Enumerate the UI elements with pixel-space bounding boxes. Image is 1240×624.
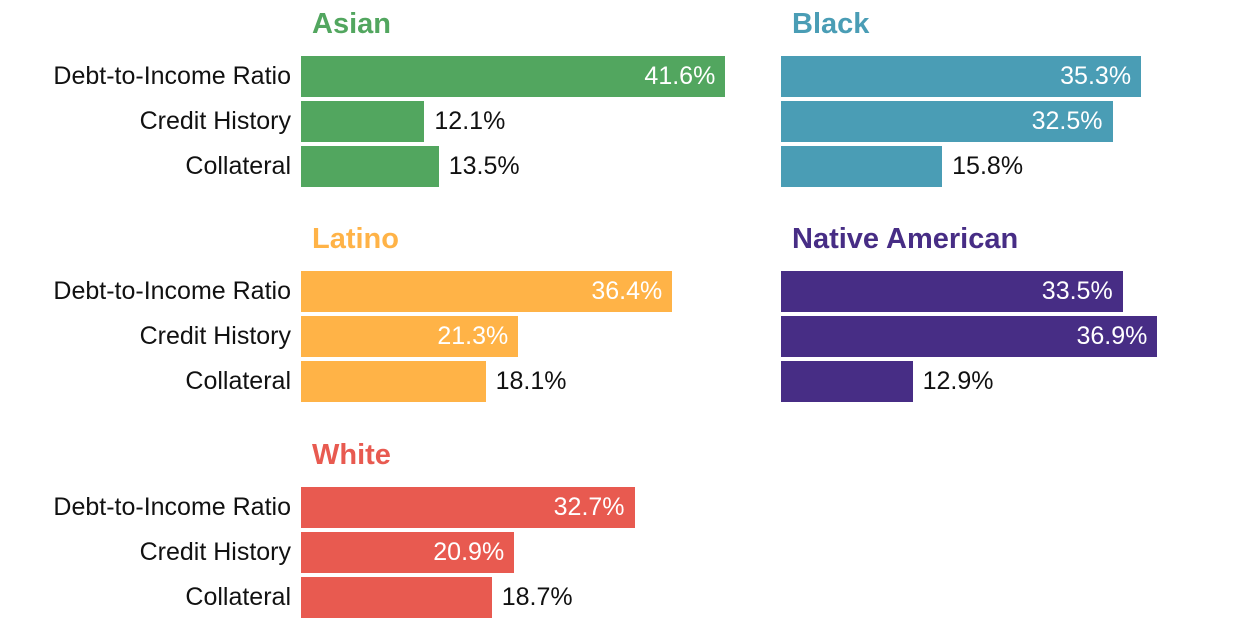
panel-title: Black xyxy=(792,8,870,40)
panel-title: Asian xyxy=(312,8,391,40)
value-label: 18.1% xyxy=(495,367,567,395)
bar-row-collateral: 15.8% xyxy=(480,146,1023,187)
bar xyxy=(301,101,425,142)
bar xyxy=(781,146,943,187)
value-label: 21.3% xyxy=(437,322,509,350)
category-label: Collateral xyxy=(185,583,291,611)
bar-row-credit-history: 36.9% xyxy=(480,316,1158,357)
value-label: 33.5% xyxy=(1041,277,1113,305)
value-label: 32.7% xyxy=(553,493,625,521)
value-label: 12.1% xyxy=(434,107,506,135)
category-label: Credit History xyxy=(139,107,291,135)
bar xyxy=(781,316,1158,357)
panel-asian: Asian Debt-to-Income Ratio 41.6% Credit His… xyxy=(0,0,771,190)
category-label: Collateral xyxy=(185,367,291,395)
bar xyxy=(781,101,1113,142)
bar-row-debt-to-income-ratio: Debt-to-Income Ratio 32.7% xyxy=(0,487,771,528)
panel-latino: Latino Debt-to-Income Ratio 36.4% Credit Hi… xyxy=(0,215,771,405)
bar-row-credit-history: Credit History 12.1% xyxy=(0,101,771,142)
bar xyxy=(301,577,492,618)
value-label: 13.5% xyxy=(448,152,520,180)
bar-row-debt-to-income-ratio: 33.5% xyxy=(480,271,1123,312)
panel-title: White xyxy=(312,439,391,471)
bar-row-collateral: Collateral 18.1% xyxy=(0,361,771,402)
bar xyxy=(301,487,635,528)
value-label: 36.4% xyxy=(591,277,663,305)
bar-row-credit-history: Credit History 20.9% xyxy=(0,532,771,573)
value-label: 20.9% xyxy=(433,538,505,566)
bar-row-debt-to-income-ratio: Debt-to-Income Ratio 36.4% xyxy=(0,271,771,312)
value-label: 32.5% xyxy=(1031,107,1103,135)
bar xyxy=(301,56,726,97)
value-label: 35.3% xyxy=(1060,62,1132,90)
panel-black: Black 35.3% 32.5% 15.8% xyxy=(480,0,1142,190)
bar xyxy=(301,146,439,187)
category-label: Collateral xyxy=(185,152,291,180)
bar xyxy=(301,361,486,402)
category-label: Credit History xyxy=(139,538,291,566)
value-label: 36.9% xyxy=(1076,322,1148,350)
bar xyxy=(781,361,913,402)
bar xyxy=(301,271,673,312)
value-label: 15.8% xyxy=(952,152,1024,180)
bar-row-collateral: 12.9% xyxy=(480,361,993,402)
bar xyxy=(781,56,1142,97)
value-label: 12.9% xyxy=(922,367,994,395)
bar-row-debt-to-income-ratio: Debt-to-Income Ratio 41.6% xyxy=(0,56,771,97)
bar-row-credit-history: Credit History 21.3% xyxy=(0,316,771,357)
bar-row-credit-history: 32.5% xyxy=(480,101,1113,142)
panel-white: White Debt-to-Income Ratio 32.7% Credit His… xyxy=(0,431,771,621)
bar-row-debt-to-income-ratio: 35.3% xyxy=(480,56,1142,97)
panel-native-american: Native American 33.5% 36.9% 12.9% xyxy=(480,215,1158,405)
category-label: Credit History xyxy=(139,322,291,350)
category-label: Debt-to-Income Ratio xyxy=(53,493,291,521)
bar xyxy=(301,532,515,573)
value-label: 41.6% xyxy=(644,62,716,90)
bar xyxy=(781,271,1123,312)
category-label: Debt-to-Income Ratio xyxy=(53,277,291,305)
panel-title: Latino xyxy=(312,223,399,255)
value-label: 18.7% xyxy=(501,583,573,611)
bar xyxy=(301,316,519,357)
category-label: Debt-to-Income Ratio xyxy=(53,62,291,90)
bar-row-collateral: Collateral 13.5% xyxy=(0,146,771,187)
panel-title: Native American xyxy=(792,223,1019,255)
bar-row-collateral: Collateral 18.7% xyxy=(0,577,771,618)
